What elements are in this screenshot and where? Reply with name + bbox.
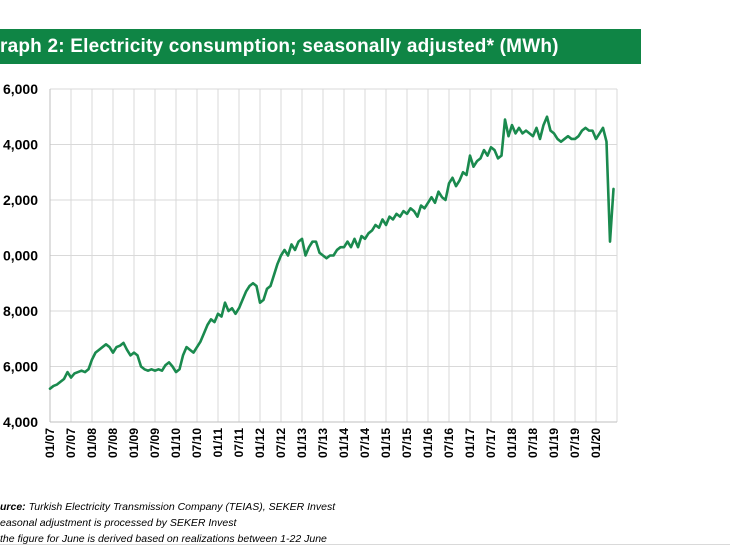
y-tick-label: 4,000 <box>3 137 38 153</box>
x-tick-label: 01/19 <box>547 428 561 458</box>
chart-title-bar: raph 2: Electricity consumption; seasona… <box>0 29 641 64</box>
x-tick-label: 01/18 <box>505 428 519 458</box>
x-tick-label: 07/15 <box>400 428 414 458</box>
x-tick-label: 07/07 <box>64 428 78 458</box>
y-tick-label: 6,000 <box>3 81 38 97</box>
x-tick-label: 01/16 <box>421 428 435 458</box>
x-tick-label: 07/18 <box>526 428 540 458</box>
axes <box>49 89 617 423</box>
bottom-divider <box>0 544 730 545</box>
june-note: the figure for June is derived based on … <box>0 533 327 545</box>
x-tick-label: 01/14 <box>337 428 351 458</box>
chart-title: raph 2: Electricity consumption; seasona… <box>0 36 559 57</box>
seasonal-note: easonal adjustment is processed by SEKER… <box>0 517 237 529</box>
x-tick-label: 07/14 <box>358 428 372 458</box>
x-tick-label: 01/20 <box>589 428 603 458</box>
x-tick-label: 01/11 <box>211 428 225 458</box>
x-tick-label: 07/08 <box>106 428 120 458</box>
x-tick-label: 01/13 <box>295 428 309 458</box>
y-tick-label: 6,000 <box>3 359 38 375</box>
x-tick-label: 07/09 <box>148 428 162 458</box>
x-tick-label: 07/16 <box>442 428 456 458</box>
source-note: urce: Turkish Electricity Transmission C… <box>0 499 600 515</box>
chart-notes: urce: Turkish Electricity Transmission C… <box>0 499 600 547</box>
x-tick-label: 01/17 <box>463 428 477 458</box>
x-tick-label: 01/12 <box>253 428 267 458</box>
y-tick-label: 4,000 <box>3 414 38 430</box>
x-tick-label: 01/07 <box>43 428 57 458</box>
y-tick-label: 8,000 <box>3 303 38 319</box>
x-tick-label: 01/10 <box>169 428 183 458</box>
x-tick-label: 07/19 <box>568 428 582 458</box>
y-tick-label: 0,000 <box>3 248 38 264</box>
series-line <box>48 115 615 391</box>
source-label: urce: <box>0 501 26 513</box>
x-tick-label: 07/13 <box>316 428 330 458</box>
y-axis-ticks: 4,000 6,000 8,000 0,000 2,000 4,000 6,000 <box>3 81 38 430</box>
y-tick-label: 2,000 <box>3 192 38 208</box>
source-text: Turkish Electricity Transmission Company… <box>28 501 336 513</box>
x-tick-label: 07/12 <box>274 428 288 458</box>
x-tick-label: 07/11 <box>232 428 246 458</box>
x-tick-label: 07/17 <box>484 428 498 458</box>
x-tick-label: 01/08 <box>85 428 99 458</box>
x-axis-ticks: 01/07 07/07 01/08 07/08 01/09 07/09 01/10 07/10… <box>43 428 603 458</box>
x-tick-label: 01/15 <box>379 428 393 458</box>
x-tick-label: 07/10 <box>190 428 204 458</box>
series <box>48 115 615 391</box>
x-tick-label: 01/09 <box>127 428 141 458</box>
